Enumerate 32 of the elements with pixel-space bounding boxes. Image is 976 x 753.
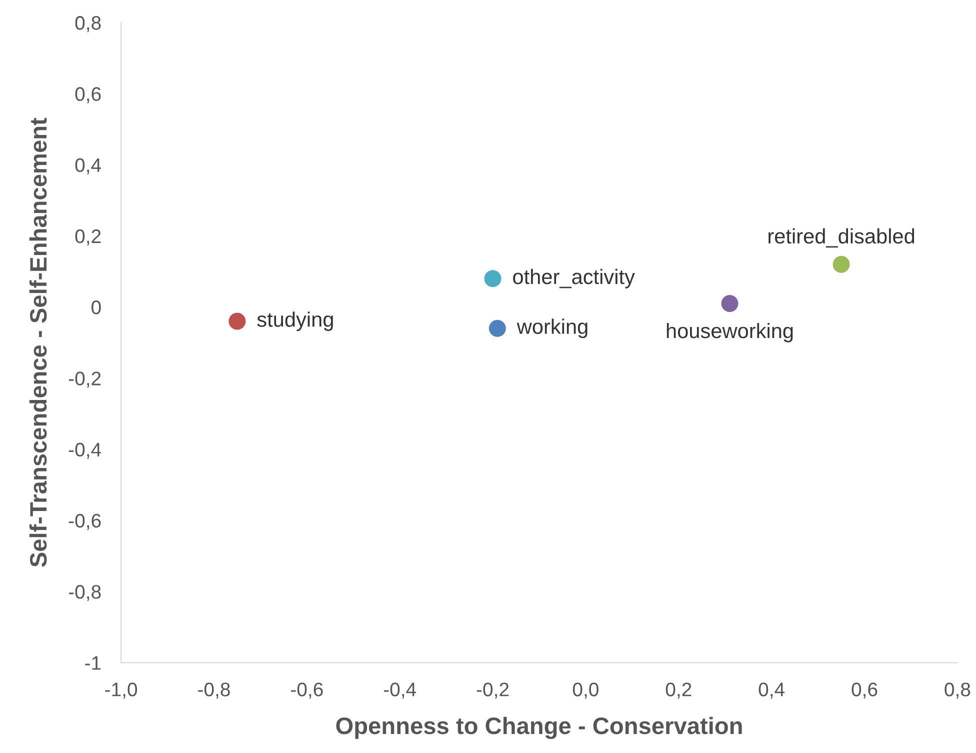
x-tick-label: 0,4 [758, 682, 785, 699]
y-tick-label: 0,6 [75, 87, 101, 104]
y-tick-label: 0 [92, 300, 101, 314]
y-tick-label: -0,6 [68, 514, 101, 530]
point [721, 294, 738, 312]
x-tick-label: -0,8 [198, 682, 230, 699]
x-axis-title: Openness to Change - Conservation [336, 716, 742, 739]
point [832, 256, 850, 273]
y-tick-label: -0,8 [68, 584, 101, 602]
x-tick-label: -1,0 [105, 682, 138, 699]
y-tick-label: 0,8 [75, 16, 101, 32]
y-axis-title: Self-Transcendence - Self-Enhancement [29, 118, 47, 567]
y-tick-label: 0,4 [75, 158, 102, 174]
x-tick-label: -0,6 [291, 682, 323, 699]
series-label: studying [257, 312, 333, 331]
x-tick-label: -0,4 [384, 682, 416, 699]
point [488, 320, 506, 337]
x-tick-label: 0,2 [666, 682, 692, 699]
x-tick-label: 0,0 [572, 682, 598, 699]
series-label: working [516, 318, 588, 338]
x-tick-label: 0,8 [944, 682, 970, 699]
series-label: retired_disabled [768, 228, 914, 248]
y-tick-label: 0,2 [75, 229, 101, 246]
point [228, 312, 246, 330]
x-tick-label: 0,6 [852, 682, 878, 699]
y-tick-label: -1 [85, 656, 101, 670]
x-tick-label: -0,2 [476, 682, 509, 699]
y-tick-label: -0,2 [68, 372, 101, 388]
series-label: houseworking [666, 322, 793, 342]
y-tick-label: -0,4 [68, 442, 102, 459]
series-label: other_activity [513, 268, 635, 288]
point [484, 270, 502, 288]
